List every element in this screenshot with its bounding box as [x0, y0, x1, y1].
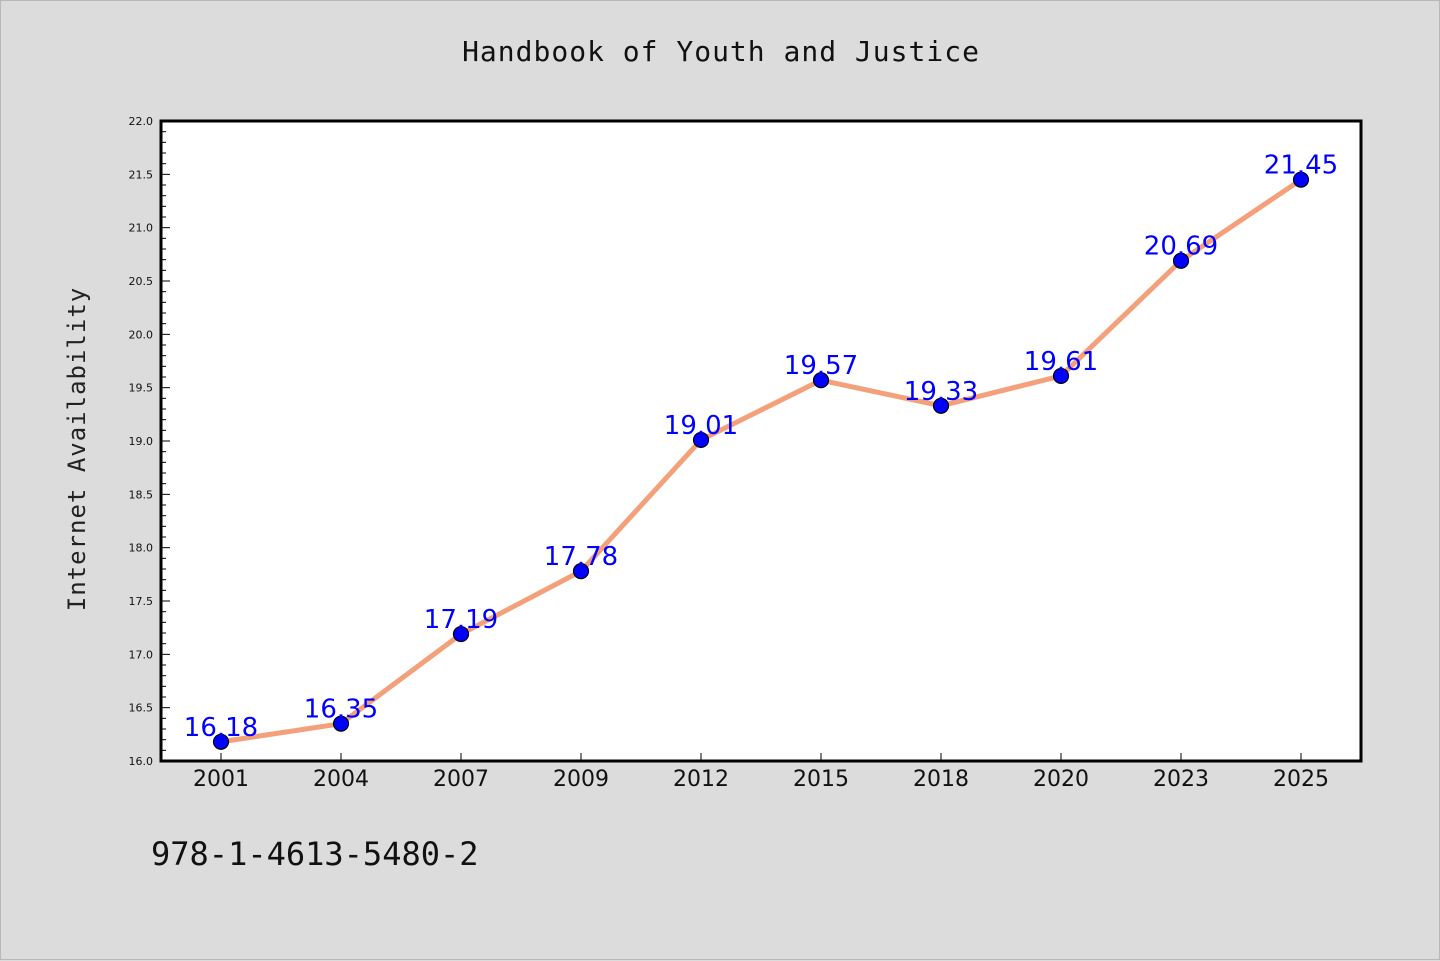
x-tick-label: 2018	[913, 767, 969, 792]
plot-area	[159, 119, 1363, 763]
data-point	[812, 372, 830, 389]
y-tick-label: 20.5	[129, 275, 154, 288]
y-tick-label: 17.0	[129, 648, 154, 661]
isbn-footer: 978-1-4613-5480-2	[151, 835, 479, 873]
data-label: 19.01	[664, 411, 738, 441]
x-tick-label: 2012	[673, 767, 729, 792]
y-tick-label: 19.0	[129, 435, 154, 448]
y-tick-label: 19.5	[129, 382, 154, 395]
x-tick-label: 2020	[1033, 767, 1089, 792]
data-point	[212, 733, 230, 750]
data-point	[572, 563, 590, 580]
data-point	[1052, 367, 1070, 385]
data-label: 16.35	[304, 695, 378, 725]
data-label: 16.18	[184, 713, 258, 743]
x-tick-label: 2009	[553, 767, 609, 792]
data-label: 17.19	[424, 605, 498, 635]
x-tick-label: 2001	[193, 767, 249, 792]
data-point	[1292, 171, 1310, 188]
data-label: 21.45	[1264, 151, 1338, 181]
data-point	[692, 431, 710, 449]
data-point	[332, 715, 350, 732]
data-point	[452, 625, 470, 643]
y-tick-label: 21.0	[129, 222, 154, 235]
y-tick-label: 16.5	[129, 702, 154, 715]
y-tick-label: 21.5	[129, 168, 154, 181]
data-label: 19.61	[1024, 347, 1098, 377]
y-tick-label: 17.5	[129, 595, 154, 608]
y-tick-label: 18.0	[129, 542, 154, 555]
x-tick-label: 2023	[1153, 767, 1209, 792]
data-label: 19.33	[904, 377, 978, 407]
chart-title: Handbook of Youth and Justice	[462, 35, 980, 68]
y-tick-label: 18.5	[129, 488, 154, 501]
x-tick-label: 2025	[1273, 767, 1329, 792]
x-tick-label: 2004	[313, 767, 369, 792]
y-tick-label: 22.0	[129, 115, 154, 128]
data-label: 20.69	[1144, 232, 1218, 262]
data-point	[932, 397, 950, 414]
data-point	[1172, 252, 1190, 269]
data-label: 17.78	[544, 542, 618, 572]
series-line	[218, 177, 1304, 745]
y-tick-label: 16.0	[129, 755, 154, 768]
y-tick-label: 20.0	[129, 328, 154, 341]
x-tick-label: 2015	[793, 767, 849, 792]
data-label: 19.57	[784, 351, 858, 381]
x-tick-label: 2007	[433, 767, 489, 792]
